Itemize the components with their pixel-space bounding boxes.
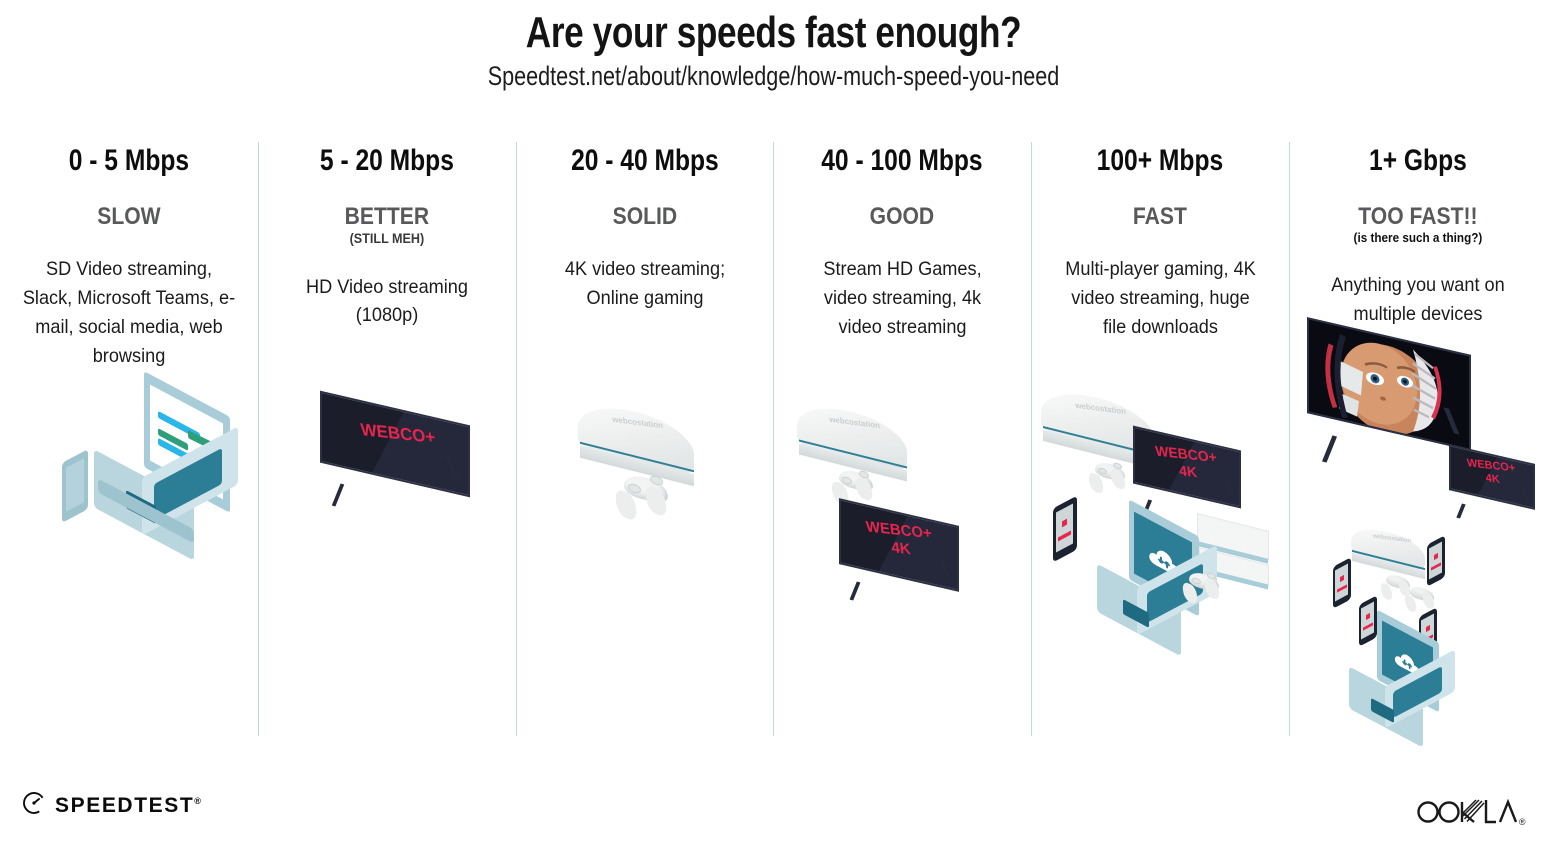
- rating-label: SOLID: [612, 203, 677, 230]
- description-text: Multi-player gaming, 4K video streaming,…: [1064, 258, 1256, 338]
- speedtest-logo[interactable]: SPEEDTEST®: [22, 791, 201, 820]
- illustration-better: WEBCO+: [258, 336, 516, 726]
- speed-range-label: 40 - 100 Mbps: [821, 144, 984, 177]
- illustration-good: webcostation WEBCO+ 4K: [773, 336, 1031, 726]
- page-title: Are your speeds fast enough?: [525, 8, 1022, 57]
- speed-range-label: 20 - 40 Mbps: [570, 144, 719, 177]
- column-good: 40 - 100 Mbps GOOD Stream HD Games, vide…: [773, 136, 1031, 736]
- column-fast: 100+ Mbps FAST Multi-player gaming, 4K v…: [1031, 136, 1289, 736]
- illustration-too-fast: WEBCO+ 4K webcostation: [1289, 317, 1547, 748]
- rating-label: GOOD: [870, 203, 935, 230]
- rating-sublabel: (STILL MEH): [349, 230, 425, 247]
- speed-tier-columns: 0 - 5 Mbps SLOW SD Video streaming, Slac…: [0, 136, 1547, 748]
- speedometer-icon: [22, 791, 46, 820]
- rating-label: SLOW: [97, 203, 161, 230]
- ookla-wordmark: [1417, 798, 1517, 824]
- speed-range-label: 100+ Mbps: [1096, 144, 1224, 177]
- header: Are your speeds fast enough? Speedtest.n…: [0, 0, 1547, 92]
- column-too-fast: 1+ Gbps TOO FAST!! (is there such a thin…: [1289, 136, 1547, 748]
- astronaut-image: [1309, 319, 1470, 449]
- rating-label: BETTER: [344, 203, 429, 230]
- illustration-solid: webcostation: [516, 336, 774, 726]
- rating-label: FAST: [1133, 203, 1188, 230]
- description-text: SD Video streaming, Slack, Microsoft Tea…: [22, 258, 236, 367]
- page-subtitle-url: Speedtest.net/about/knowledge/how-much-s…: [487, 61, 1060, 92]
- footer: SPEEDTEST® ®: [0, 777, 1547, 843]
- column-slow: 0 - 5 Mbps SLOW SD Video streaming, Slac…: [0, 136, 258, 736]
- rating-sublabel: (is there such a thing?): [1353, 230, 1483, 246]
- speed-range-label: 1+ Gbps: [1369, 144, 1467, 177]
- speedtest-wordmark: SPEEDTEST®: [55, 793, 201, 817]
- illustration-slow: [0, 336, 258, 726]
- speed-range-label: 5 - 20 Mbps: [319, 144, 454, 177]
- description-text: 4K video streaming; Online gaming: [564, 258, 725, 310]
- description-text: HD Video streaming (1080p): [305, 275, 468, 327]
- description-text: Stream HD Games, video streaming, 4k vid…: [823, 258, 982, 338]
- column-solid: 20 - 40 Mbps SOLID 4K video streaming; O…: [515, 136, 774, 736]
- illustration-fast: webcostation WEBCO+ 4K: [1031, 336, 1289, 726]
- speed-range-label: 0 - 5 Mbps: [68, 144, 190, 177]
- rating-label: TOO FAST!!: [1358, 203, 1478, 230]
- column-better: 5 - 20 Mbps BETTER (STILL MEH) HD Video …: [257, 136, 516, 736]
- trademark-mark: ®: [194, 795, 201, 806]
- ookla-logo[interactable]: ®: [1414, 795, 1526, 827]
- description-text: Anything you want on multiple devices: [1331, 274, 1505, 326]
- trademark-mark: ®: [1518, 817, 1526, 827]
